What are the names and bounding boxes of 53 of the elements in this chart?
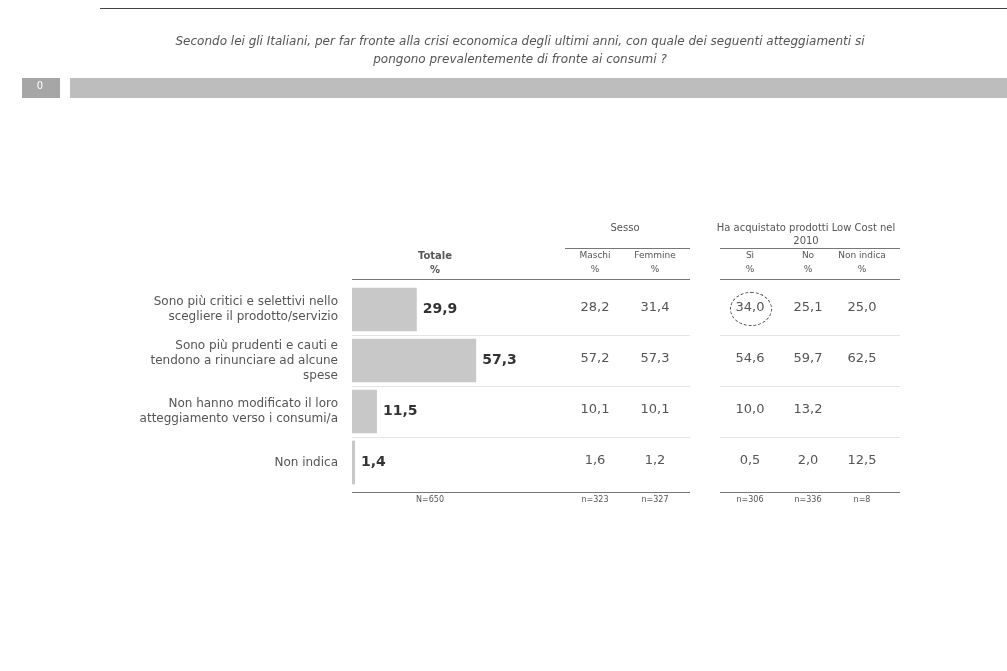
text: Sì: [744, 249, 756, 262]
text: n=323: [580, 494, 610, 506]
text: Femmine: [633, 249, 677, 262]
text: 57,2: [579, 350, 611, 365]
text: 31,4: [639, 299, 671, 314]
text: 25,0: [846, 299, 878, 314]
text: %: [856, 263, 868, 276]
data-label: 11,5: [382, 402, 418, 419]
text: %: [429, 263, 441, 276]
text: Totale: [416, 249, 454, 262]
text: Ha acquistato prodotti Low Cost nel 2010: [716, 221, 896, 247]
text: 57,3: [639, 350, 671, 365]
text: 1,2: [643, 452, 667, 467]
text: %: [744, 263, 756, 276]
text: Sesso: [609, 221, 641, 234]
y-tick-label: Sono più prudenti e cauti e tendono a rinunciare ad alcune spese: [150, 337, 338, 382]
text: 10,1: [639, 401, 671, 416]
text: 2,0: [796, 452, 820, 467]
data-label: 29,9: [422, 300, 458, 317]
text: n=306: [735, 494, 765, 506]
text: 62,5: [846, 350, 878, 365]
text: %: [649, 263, 661, 276]
y-tick-label: Non indica: [274, 454, 338, 469]
text: 25,1: [792, 299, 824, 314]
bar: [352, 389, 377, 434]
text: 12,5: [846, 452, 878, 467]
bar: [352, 287, 417, 332]
text: %: [589, 263, 601, 276]
text: n=327: [640, 494, 670, 506]
text: 34,0: [734, 299, 766, 314]
text: 0,5: [738, 452, 762, 467]
text: 28,2: [579, 299, 611, 314]
text: Maschi: [578, 249, 612, 262]
text: %: [802, 263, 814, 276]
data-label: 57,3: [482, 351, 517, 368]
text: Secondo lei gli Italiani, per far fronte alla crisi economica degli ultimi anni, con quale dei seguenti atteggiamenti si pongono prevalentemente di fronte ai consumi ?: [175, 33, 865, 68]
text: No: [801, 250, 815, 260]
bar: [352, 440, 356, 485]
text: n=336: [793, 494, 823, 506]
text: 54,6: [734, 350, 766, 365]
bar: [352, 338, 477, 383]
text: 1,6: [583, 452, 607, 467]
data-label: 1,4: [361, 453, 387, 470]
text: Non indica: [837, 249, 887, 262]
y-tick-label: Non hanno modificato il loro atteggiamento verso i consumi/a: [139, 396, 338, 426]
text: 0: [35, 79, 45, 92]
y-tick-label: Sono più critici e selettivi nello scegliere il prodotto/servizio: [153, 294, 338, 324]
text: 10,0: [734, 401, 766, 416]
text: 10,1: [579, 401, 611, 416]
text: n=8: [852, 494, 872, 506]
text: 13,2: [792, 401, 824, 416]
text: 59,7: [792, 350, 824, 365]
text: N=650: [415, 494, 445, 506]
